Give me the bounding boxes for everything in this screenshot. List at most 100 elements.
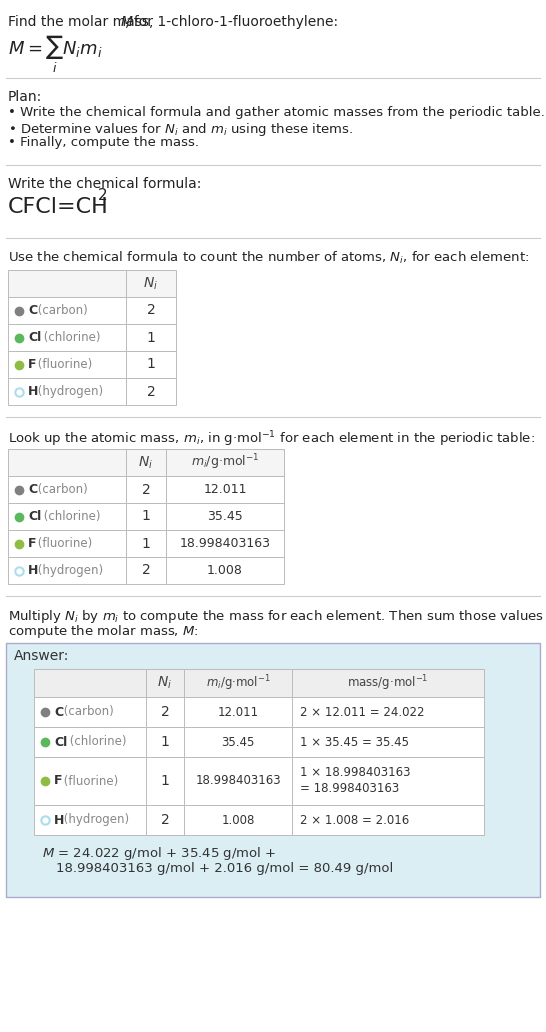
Text: C: C (28, 304, 37, 317)
Text: $m_i$/g·mol$^{-1}$: $m_i$/g·mol$^{-1}$ (206, 673, 270, 692)
Bar (126, 297, 176, 324)
Text: (fluorine): (fluorine) (60, 774, 118, 787)
Bar (126, 351, 176, 378)
Text: 2: 2 (161, 705, 169, 719)
Bar (126, 270, 176, 297)
Text: 1: 1 (161, 774, 169, 788)
Text: 1: 1 (161, 735, 169, 749)
Text: Cl: Cl (28, 331, 41, 344)
Text: M: M (121, 15, 133, 29)
Bar (6, 643, 540, 897)
Text: 1: 1 (146, 330, 156, 345)
Text: (hydrogen): (hydrogen) (34, 565, 103, 577)
Text: compute the molar mass, $M$:: compute the molar mass, $M$: (8, 623, 199, 640)
Text: (carbon): (carbon) (60, 706, 114, 718)
Bar (8, 270, 126, 297)
Text: 12.011: 12.011 (203, 483, 247, 496)
Text: (carbon): (carbon) (34, 483, 87, 496)
Text: H: H (28, 385, 38, 398)
Text: $M$ = 24.022 g/mol + 35.45 g/mol +: $M$ = 24.022 g/mol + 35.45 g/mol + (42, 845, 276, 862)
Bar (34, 757, 484, 805)
Text: $N_i$: $N_i$ (139, 454, 153, 471)
Bar (166, 449, 284, 476)
Text: F: F (54, 774, 62, 787)
Bar (126, 530, 166, 557)
Text: $N_i$: $N_i$ (157, 675, 173, 691)
Text: (fluorine): (fluorine) (34, 537, 92, 550)
Text: (fluorine): (fluorine) (34, 358, 92, 370)
Text: (hydrogen): (hydrogen) (34, 385, 103, 398)
Text: (chlorine): (chlorine) (40, 331, 100, 344)
Bar (166, 557, 284, 584)
Text: (hydrogen): (hydrogen) (60, 813, 129, 827)
Bar (166, 503, 284, 530)
Text: C: C (54, 706, 63, 718)
Text: C: C (28, 483, 37, 496)
Text: F: F (28, 358, 37, 370)
Bar (126, 378, 176, 405)
Bar (166, 476, 284, 503)
Text: 35.45: 35.45 (207, 510, 243, 523)
Text: 18.998403163: 18.998403163 (180, 537, 270, 550)
Text: 2: 2 (147, 303, 156, 318)
Text: Cl: Cl (54, 736, 67, 748)
Text: H: H (28, 565, 38, 577)
Bar (126, 503, 166, 530)
Text: $N_i$: $N_i$ (144, 276, 158, 292)
Text: 1.008: 1.008 (221, 813, 254, 827)
Text: • Write the chemical formula and gather atomic masses from the periodic table.: • Write the chemical formula and gather … (8, 106, 545, 119)
Bar (34, 669, 484, 697)
Text: mass/g·mol$^{-1}$: mass/g·mol$^{-1}$ (347, 673, 429, 692)
Bar (34, 727, 484, 757)
Text: 2: 2 (161, 813, 169, 827)
Bar (8, 530, 126, 557)
Text: 2: 2 (141, 483, 150, 496)
Text: • Finally, compute the mass.: • Finally, compute the mass. (8, 136, 199, 149)
Text: Find the molar mass,: Find the molar mass, (8, 15, 158, 29)
Bar (8, 378, 126, 405)
Text: 18.998403163 g/mol + 2.016 g/mol = 80.49 g/mol: 18.998403163 g/mol + 2.016 g/mol = 80.49… (56, 862, 393, 875)
Text: $M = \sum_i N_i m_i$: $M = \sum_i N_i m_i$ (8, 34, 103, 75)
Text: Multiply $N_i$ by $m_i$ to compute the mass for each element. Then sum those val: Multiply $N_i$ by $m_i$ to compute the m… (8, 608, 546, 625)
Text: 1: 1 (141, 537, 151, 550)
Text: 18.998403163: 18.998403163 (195, 774, 281, 787)
Text: (chlorine): (chlorine) (40, 510, 100, 523)
Bar (126, 476, 166, 503)
Text: Look up the atomic mass, $m_i$, in g·mol$^{-1}$ for each element in the periodic: Look up the atomic mass, $m_i$, in g·mol… (8, 429, 535, 449)
Text: (carbon): (carbon) (34, 304, 87, 317)
Bar (126, 449, 166, 476)
Bar (126, 557, 166, 584)
Text: = 18.998403163: = 18.998403163 (300, 782, 399, 796)
Text: CFCl=CH: CFCl=CH (8, 197, 109, 217)
Text: Write the chemical formula:: Write the chemical formula: (8, 178, 201, 191)
Text: 2: 2 (98, 188, 108, 203)
Text: 2: 2 (147, 385, 156, 398)
Bar (8, 297, 126, 324)
Bar (34, 697, 484, 727)
Bar (8, 557, 126, 584)
Text: 1: 1 (146, 357, 156, 372)
Text: Use the chemical formula to count the number of atoms, $N_i$, for each element:: Use the chemical formula to count the nu… (8, 250, 529, 266)
Bar (8, 351, 126, 378)
Text: 2 × 12.011 = 24.022: 2 × 12.011 = 24.022 (300, 706, 424, 718)
Text: (chlorine): (chlorine) (66, 736, 126, 748)
Text: Answer:: Answer: (14, 649, 69, 663)
Bar (166, 530, 284, 557)
Text: Cl: Cl (28, 510, 41, 523)
Text: • Determine values for $N_i$ and $m_i$ using these items.: • Determine values for $N_i$ and $m_i$ u… (8, 121, 353, 138)
Text: , for 1-chloro-1-fluoroethylene:: , for 1-chloro-1-fluoroethylene: (125, 15, 338, 29)
Bar (34, 805, 484, 835)
Bar (126, 324, 176, 351)
Text: 1 × 18.998403163: 1 × 18.998403163 (300, 767, 411, 779)
Text: Plan:: Plan: (8, 90, 42, 104)
Text: 2 × 1.008 = 2.016: 2 × 1.008 = 2.016 (300, 813, 410, 827)
Text: 1: 1 (141, 510, 151, 523)
Bar (8, 503, 126, 530)
Text: H: H (54, 813, 64, 827)
Bar (8, 449, 126, 476)
Text: 1 × 35.45 = 35.45: 1 × 35.45 = 35.45 (300, 736, 409, 748)
Text: 2: 2 (141, 563, 150, 578)
Text: 12.011: 12.011 (217, 706, 259, 718)
Text: 35.45: 35.45 (221, 736, 254, 748)
Bar (8, 476, 126, 503)
